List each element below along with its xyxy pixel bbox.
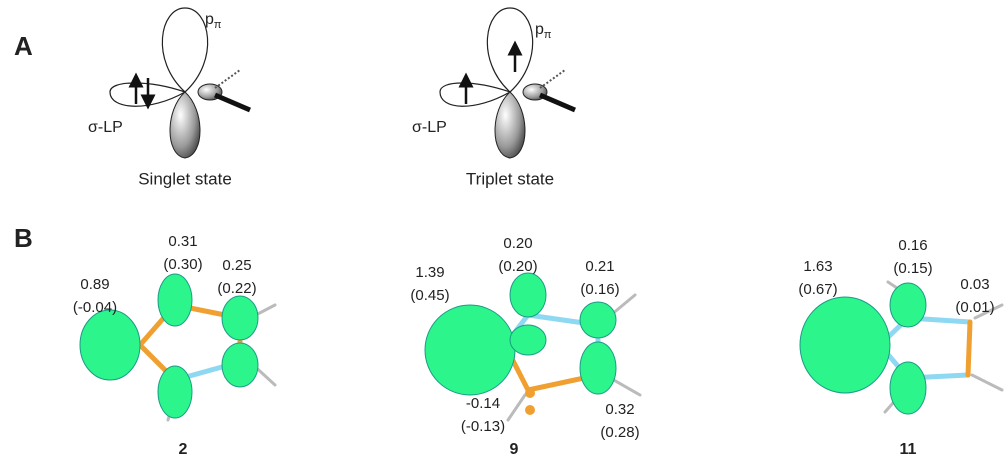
spin-value-paren: (-0.04) [73, 299, 117, 316]
spin-value: 0.32 [605, 401, 634, 418]
spin-value-paren: (0.01) [955, 299, 994, 316]
spin-value: 0.21 [585, 258, 614, 275]
spin-value: 0.03 [960, 276, 989, 293]
panel-label: B [14, 223, 33, 253]
molecule-id: 9 [510, 441, 519, 458]
spin-value-paren: (0.15) [893, 260, 932, 277]
triplet-orbital [440, 8, 575, 158]
figure: A pπ σ-LP Singlet state pπ σ-LP Triplet … [0, 0, 1004, 459]
panel-label: A [14, 31, 33, 61]
spin-value: 0.16 [898, 237, 927, 254]
spin-value: 1.63 [803, 258, 832, 275]
lp-label: σ-LP [412, 119, 447, 136]
spin-value-paren: (0.67) [798, 281, 837, 298]
lp-label: σ-LP [88, 119, 123, 136]
p-pi-label: pπ [205, 11, 222, 31]
spin-value-paren: (0.16) [580, 281, 619, 298]
singlet-orbital [110, 8, 250, 158]
molecule-id: 11 [900, 441, 917, 458]
spin-value-paren: (0.45) [410, 287, 449, 304]
spin-value-paren: (0.30) [163, 256, 202, 273]
p-pi-label: pπ [535, 21, 552, 41]
spin-value-paren: (0.20) [498, 258, 537, 275]
spin-value-paren: (-0.13) [461, 418, 505, 435]
molecule-id: 2 [179, 441, 188, 458]
spin-value-paren: (0.22) [217, 280, 256, 297]
spin-value-paren: (0.28) [600, 424, 639, 441]
spin-value: 0.31 [168, 233, 197, 250]
spin-value: 1.39 [415, 264, 444, 281]
spin-value: -0.14 [466, 395, 500, 412]
spin-value: 0.20 [503, 235, 532, 252]
caption: Triplet state [466, 169, 554, 188]
spin-value: 0.89 [80, 276, 109, 293]
caption: Singlet state [138, 169, 232, 188]
spin-value: 0.25 [222, 257, 251, 274]
